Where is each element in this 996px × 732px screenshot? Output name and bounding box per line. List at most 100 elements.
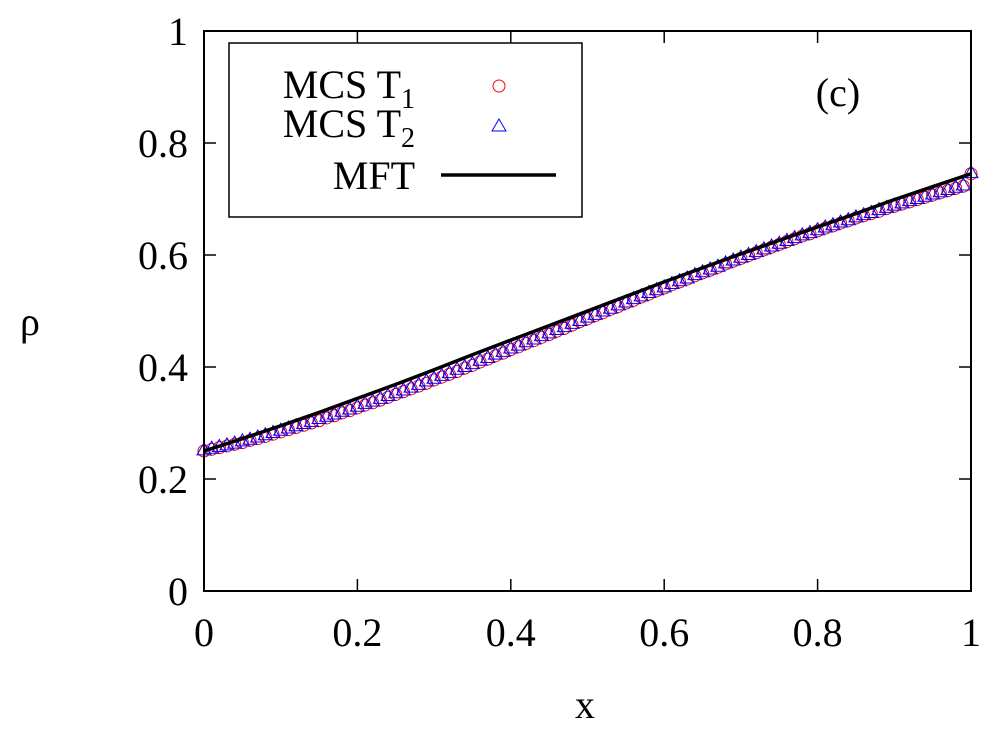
x-tick-label: 0.4 [486,610,536,655]
data-point-triangle [518,333,535,348]
data-point-triangle [357,395,373,409]
data-point-triangle [894,194,910,209]
data-point-triangle [441,364,458,379]
plot-frame [203,30,972,592]
data-point-triangle [533,327,550,342]
data-point-circle [358,398,372,412]
legend-label-mft: MFT [333,153,415,198]
data-point-triangle [456,358,473,372]
data-point-triangle [656,278,673,293]
data-point-circle [941,184,955,198]
data-point-triangle [594,303,611,317]
legend-marker-circle [492,79,506,93]
data-point-triangle [924,185,941,200]
data-point-triangle [901,192,918,207]
data-point-triangle [510,337,527,351]
data-point-triangle [449,361,465,375]
data-point-circle [504,343,518,357]
data-point-circle [458,361,472,375]
data-point-circle [933,186,947,200]
data-point-circle [381,390,395,404]
data-point-triangle [410,376,427,390]
data-point-triangle [311,410,327,425]
data-point-circle [488,349,502,363]
legend-label-mcs-t2: MCS T2 [283,101,415,154]
data-point-triangle [917,188,933,202]
data-point-triangle [395,381,412,396]
y-tick-label: 1 [168,9,188,54]
data-point-triangle [579,309,596,323]
data-point-triangle [326,406,343,420]
data-point-triangle [648,281,665,296]
data-point-triangle [364,393,381,407]
data-point-triangle [280,420,297,434]
data-point-circle [550,324,564,338]
x-tick-label: 0 [194,610,214,655]
data-point-triangle [633,287,650,302]
data-point-circle [373,393,387,407]
data-point-triangle [679,269,696,284]
data-point-triangle [418,373,435,387]
data-point-triangle [940,181,956,195]
y-axis-label: ρ [20,299,40,344]
data-point-circle [949,181,963,195]
data-point-triangle [372,390,389,404]
y-tick-label: 0.2 [138,457,188,502]
panel-annotation: (c) [816,70,860,115]
x-axis-label: x [575,682,595,727]
data-point-triangle [303,413,320,427]
data-point-triangle [871,201,887,216]
data-point-triangle [955,177,972,191]
data-point-triangle [272,422,289,436]
data-layer [196,164,979,458]
data-point-circle [765,240,779,254]
data-point-triangle [909,190,926,204]
data-point-triangle [487,346,504,360]
data-point-triangle [932,183,949,198]
data-point-triangle [288,417,304,432]
ticks-layer: 0 0.2 0.4 0.6 0.8 1 0 0.2 0.4 0.6 0.8 1 [138,9,981,655]
legend: MCS T1 MCS T2 MFT [228,42,583,218]
data-point-triangle [947,179,964,193]
data-point-triangle [587,306,604,320]
y-tick-label: 0 [168,569,188,614]
data-point-circle [389,387,403,401]
data-point-triangle [479,349,496,363]
data-point-circle [519,336,533,350]
data-point-circle [473,355,487,369]
data-point-triangle [387,384,404,399]
series-triangle-markers [196,164,979,456]
data-point-triangle [863,204,880,218]
data-point-triangle [433,367,450,381]
data-point-triangle [610,296,627,311]
x-tick-label: 1 [961,610,981,655]
data-point-triangle [426,370,442,384]
data-point-triangle [663,275,680,290]
legend-box [228,42,583,218]
data-point-triangle [295,415,312,430]
data-point-circle [335,406,349,420]
data-point-circle [926,188,940,202]
data-point-triangle [640,284,657,299]
data-point-triangle [380,387,396,402]
data-point-circle [834,216,848,230]
data-point-triangle [571,312,588,327]
y-tick-label: 0.4 [138,345,188,390]
data-point-triangle [541,324,558,339]
data-point-triangle [878,199,895,213]
data-point-circle [404,382,418,396]
x-tick-label: 0.8 [793,610,843,655]
data-point-circle [534,330,548,344]
data-point-triangle [318,408,335,422]
data-point-triangle [349,398,366,412]
data-point-triangle [671,272,688,287]
data-point-triangle [886,197,903,211]
data-point-circle [956,179,970,193]
legend-label-mcs-t1: MCS T1 [283,62,415,115]
data-point-triangle [625,290,642,305]
x-tick-label: 0.6 [639,610,689,655]
data-point-triangle [617,294,634,308]
data-point-triangle [525,331,542,345]
data-point-circle [803,227,817,241]
